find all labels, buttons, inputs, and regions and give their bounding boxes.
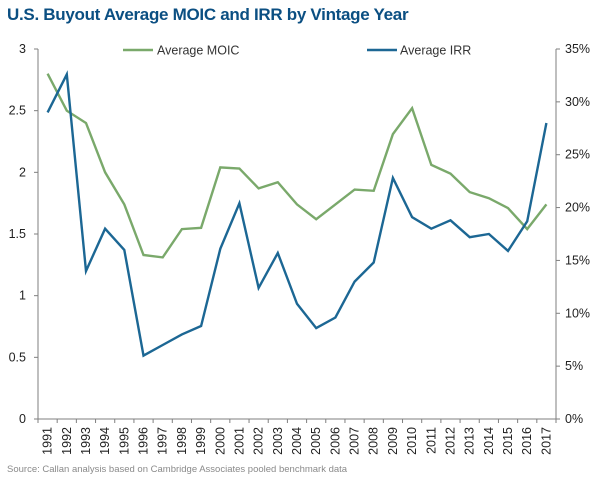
x-tick-label: 2016 bbox=[520, 427, 534, 455]
right-tick-label: 30% bbox=[565, 95, 590, 109]
legend: Average MOIC Average IRR bbox=[123, 44, 471, 58]
left-tick-label: 2 bbox=[19, 165, 26, 179]
left-tick-label: 1.5 bbox=[9, 227, 26, 241]
average-irr-line bbox=[46, 70, 548, 358]
right-tick-label: 5% bbox=[565, 359, 583, 373]
right-tick-label: 0% bbox=[565, 412, 583, 426]
series-layer bbox=[46, 70, 548, 358]
right-tick-label: 15% bbox=[565, 253, 590, 267]
x-tick-label: 2011 bbox=[424, 427, 438, 454]
x-tick-label: 2010 bbox=[405, 427, 419, 455]
left-tick-label: 2.5 bbox=[9, 104, 26, 118]
x-tick-label: 1998 bbox=[175, 427, 189, 455]
x-tick-label: 1994 bbox=[98, 427, 112, 455]
x-tick-label: 2006 bbox=[328, 427, 342, 455]
x-tick-label: 1996 bbox=[137, 427, 151, 455]
right-tick-label: 20% bbox=[565, 201, 590, 215]
x-tick-label: 1995 bbox=[117, 427, 131, 455]
left-tick-label: 1 bbox=[19, 289, 26, 303]
x-tick-label: 2013 bbox=[463, 427, 477, 455]
x-tick-label: 2009 bbox=[386, 427, 400, 455]
x-tick-label: 2007 bbox=[348, 427, 362, 455]
x-tick-label: 2005 bbox=[309, 427, 323, 455]
chart-title: U.S. Buyout Average MOIC and IRR by Vint… bbox=[7, 5, 409, 24]
left-tick-label: 3 bbox=[19, 42, 26, 56]
x-tick-label: 1993 bbox=[79, 427, 93, 455]
x-tick-label: 2017 bbox=[539, 427, 553, 455]
x-tick-label: 1991 bbox=[41, 427, 55, 455]
average-irr-legend-label: Average IRR bbox=[400, 44, 471, 58]
x-tick-label: 2003 bbox=[271, 427, 285, 455]
right-tick-label: 35% bbox=[565, 42, 590, 56]
x-tick-label: 2015 bbox=[501, 427, 515, 455]
axes: 00.511.522.530%5%10%15%20%25%30%35%1991 1… bbox=[9, 42, 590, 455]
x-tick-label: 1992 bbox=[60, 427, 74, 455]
x-tick-label: 2014 bbox=[482, 427, 496, 455]
source-footnote: Source: Callan analysis based on Cambrid… bbox=[7, 464, 348, 475]
x-tick-label: 1997 bbox=[156, 427, 170, 455]
x-tick-label: 2000 bbox=[213, 427, 227, 455]
x-tick-label: 2001 bbox=[232, 427, 246, 455]
average-moic-legend-label: Average MOIC bbox=[157, 44, 239, 58]
x-tick-label: 2002 bbox=[252, 427, 266, 455]
left-tick-label: 0.5 bbox=[9, 350, 26, 364]
left-tick-label: 0 bbox=[19, 412, 26, 426]
x-tick-label: 1999 bbox=[194, 427, 208, 455]
right-tick-label: 25% bbox=[565, 148, 590, 162]
right-tick-label: 10% bbox=[565, 306, 590, 320]
x-tick-label: 2008 bbox=[367, 427, 381, 455]
x-tick-label: 2012 bbox=[443, 427, 457, 455]
x-tick-label: 2004 bbox=[290, 427, 304, 455]
average-moic-line bbox=[46, 73, 548, 259]
